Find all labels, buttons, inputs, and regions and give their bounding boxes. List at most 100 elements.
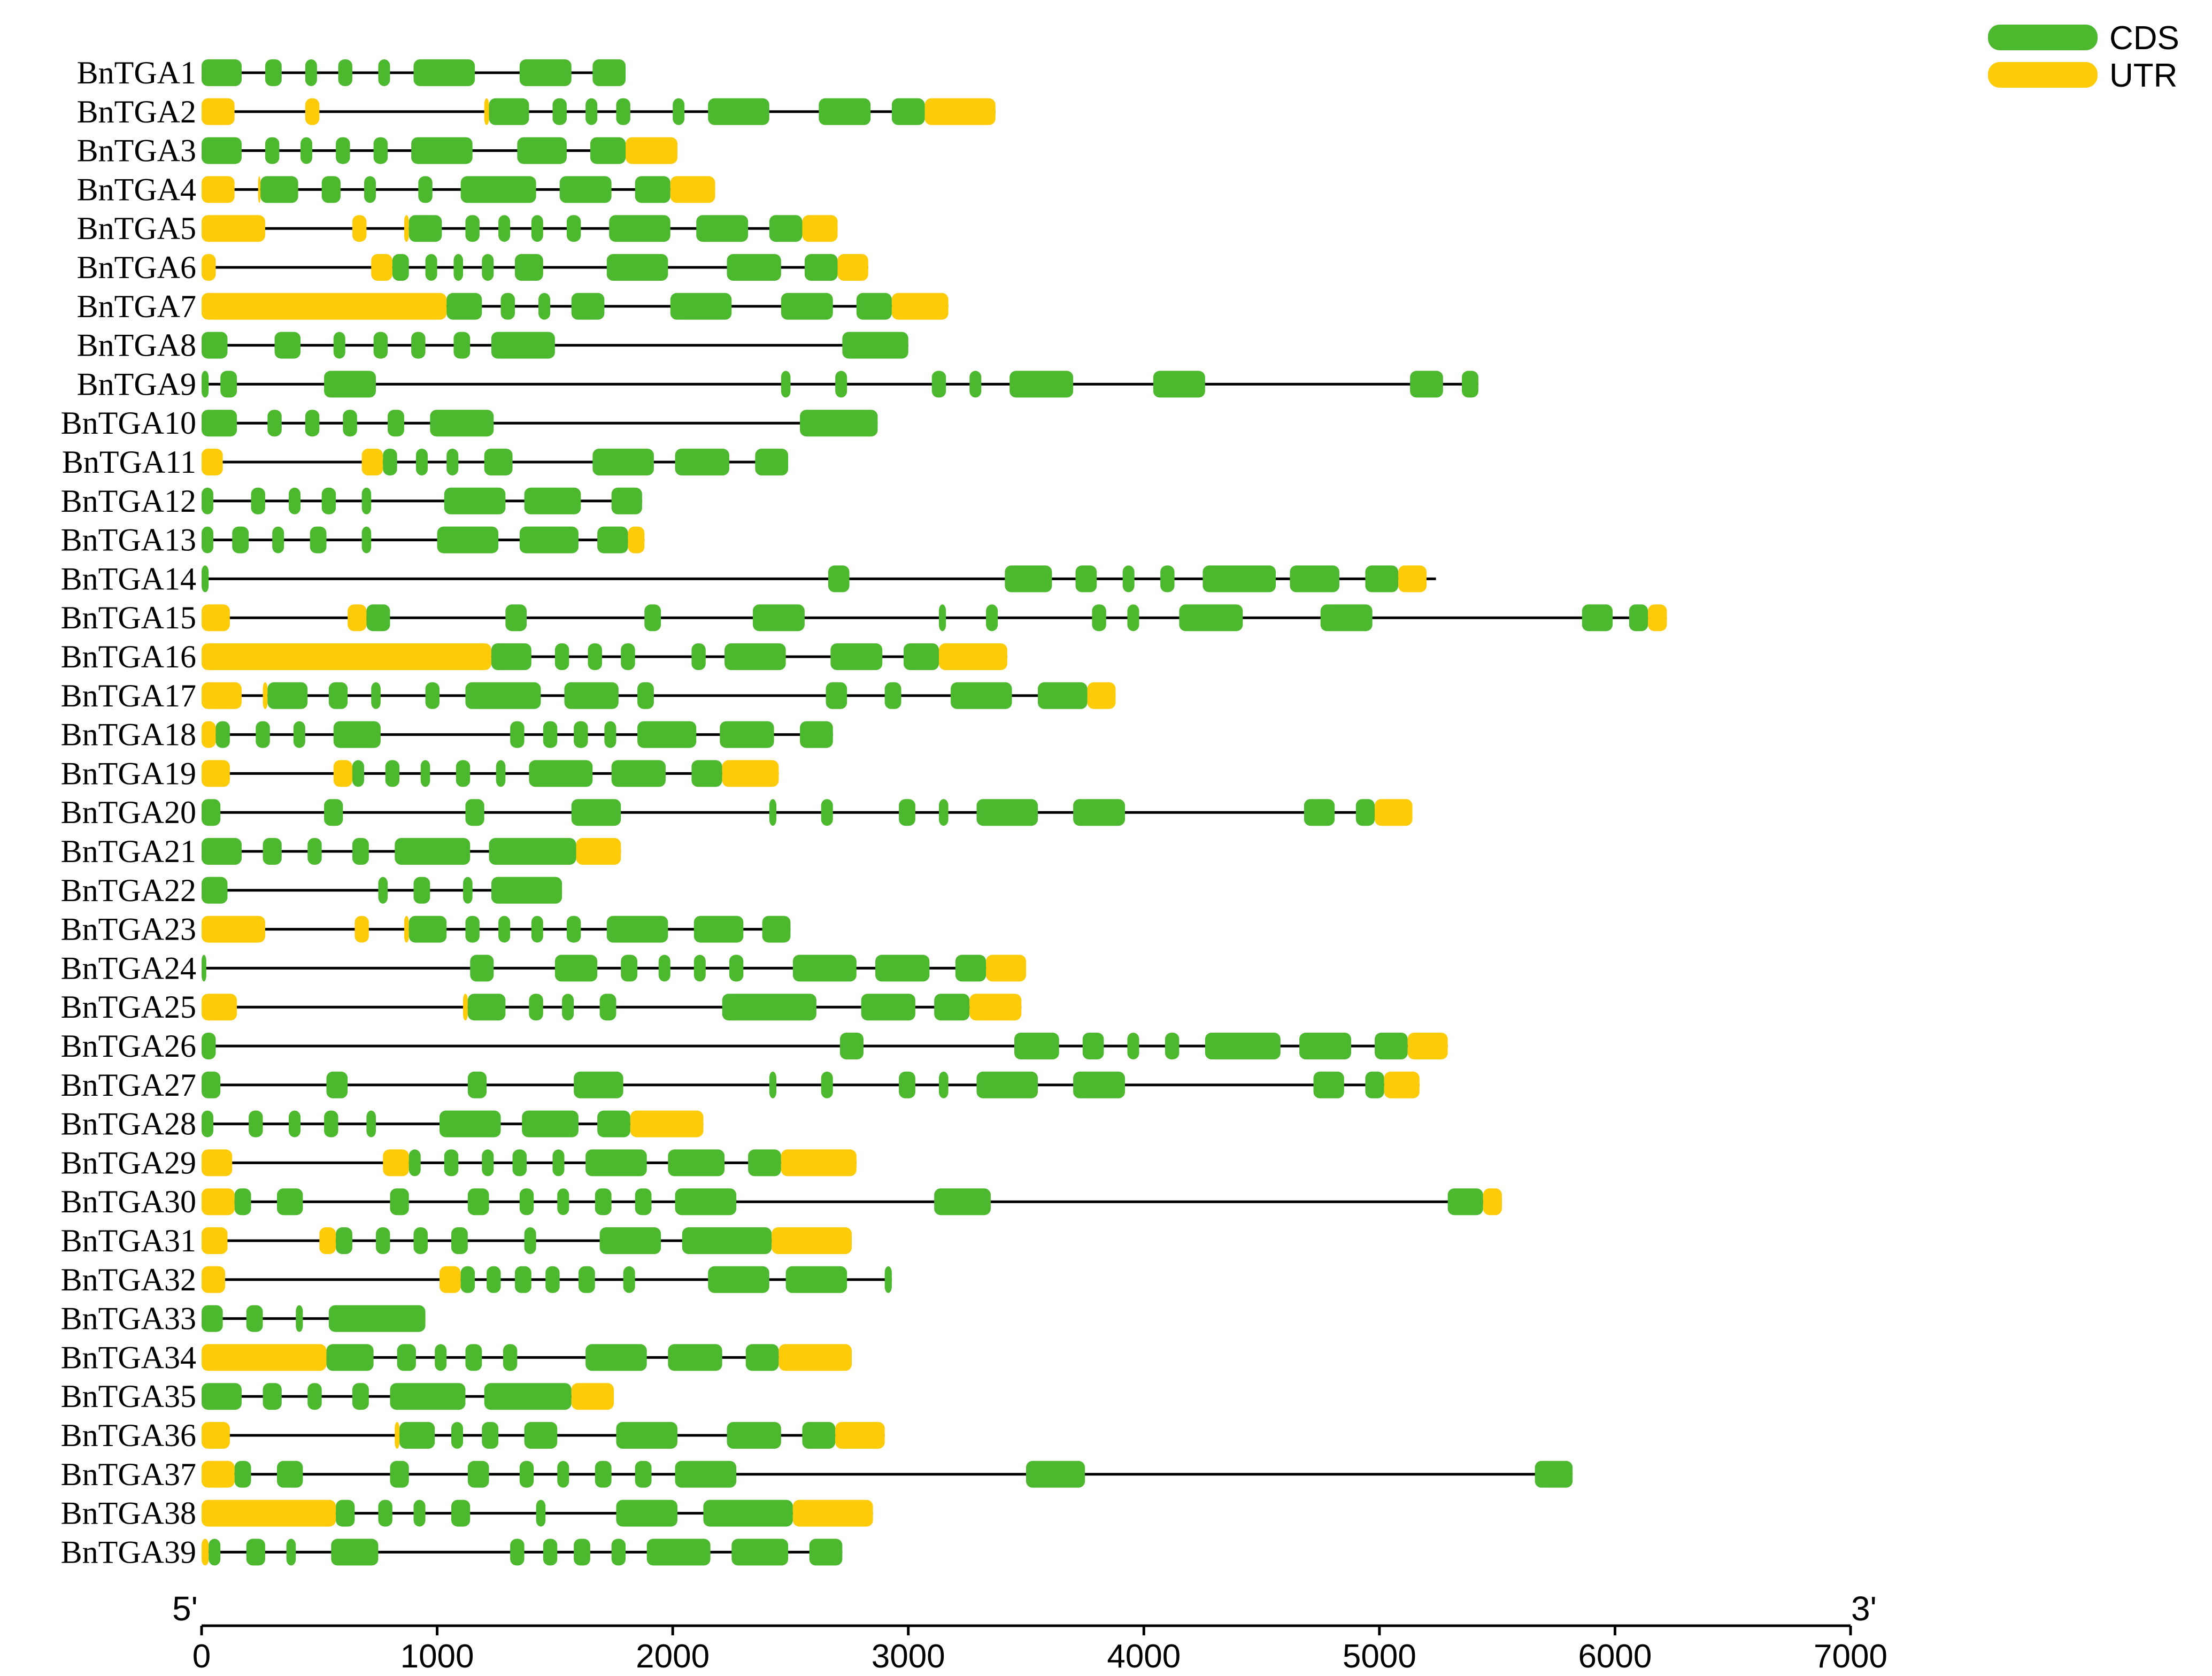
- cds-exon: [673, 98, 685, 125]
- cds-exon: [599, 994, 616, 1021]
- cds-exon: [256, 721, 270, 748]
- gene-row: BnTGA37: [61, 1457, 1573, 1492]
- gene-label: BnTGA34: [61, 1340, 196, 1375]
- cds-exon: [562, 994, 574, 1021]
- cds-exon: [310, 526, 327, 553]
- cds-exon: [703, 1500, 793, 1527]
- cds-exon: [305, 59, 317, 86]
- utr-region: [202, 760, 230, 787]
- cds-exon: [616, 98, 630, 125]
- utr-region: [202, 1460, 235, 1488]
- cds-exon: [566, 916, 581, 943]
- cds-exon: [413, 59, 475, 86]
- cds-exon: [267, 682, 308, 709]
- cds-exon: [234, 1460, 251, 1488]
- cds-exon: [451, 1500, 471, 1527]
- gene-label: BnTGA13: [61, 522, 196, 558]
- cds-exon: [482, 1422, 499, 1449]
- gene-row: BnTGA22: [61, 873, 562, 908]
- cds-exon: [976, 799, 1038, 826]
- cds-exon: [491, 877, 562, 904]
- cds-exon: [828, 565, 850, 593]
- utr-region: [1375, 799, 1413, 826]
- cds-exon: [986, 604, 998, 632]
- cds-exon: [800, 410, 878, 437]
- cds-exon: [465, 682, 541, 709]
- cds-exon: [519, 1188, 534, 1216]
- cds-exon: [696, 215, 749, 242]
- cds-exon: [903, 643, 939, 670]
- cds-exon: [331, 1539, 379, 1566]
- cds-exon: [321, 487, 336, 514]
- cds-exon: [444, 1149, 459, 1177]
- gene-label: BnTGA28: [61, 1106, 196, 1142]
- cds-exon: [554, 643, 569, 670]
- cds-exon: [595, 1188, 612, 1216]
- cds-exon: [366, 604, 390, 632]
- cds-exon: [1320, 604, 1373, 632]
- x-tick-label: 7000: [1814, 1638, 1887, 1675]
- utr-region: [1398, 565, 1427, 593]
- x-tick-label: 2000: [636, 1638, 710, 1675]
- cds-exon: [373, 332, 388, 359]
- cds-exon: [366, 1110, 376, 1137]
- cds-exon: [1299, 1033, 1351, 1059]
- gene-label: BnTGA33: [61, 1301, 196, 1336]
- cds-exon: [397, 1344, 416, 1371]
- cds-exon: [668, 1149, 725, 1177]
- cds-exon: [693, 955, 706, 982]
- gene-label: BnTGA2: [77, 94, 196, 129]
- utr-region: [630, 1110, 704, 1137]
- utr-region: [835, 1422, 885, 1449]
- cds-exon: [564, 682, 619, 709]
- cds-exon: [220, 371, 237, 398]
- cds-exon: [637, 682, 654, 709]
- cds-exon: [465, 916, 480, 943]
- gene-row: BnTGA25: [61, 989, 1022, 1025]
- gene-label: BnTGA14: [61, 561, 196, 596]
- cds-exon: [691, 643, 706, 670]
- gene-row: BnTGA20: [61, 795, 1413, 830]
- cds-exon: [1355, 799, 1375, 826]
- cds-exon: [333, 332, 345, 359]
- cds-exon: [336, 137, 350, 164]
- cds-exon: [800, 721, 833, 748]
- cds-exon: [891, 98, 925, 125]
- cds-exon: [392, 254, 409, 281]
- cds-exon: [491, 332, 555, 359]
- cds-exon: [611, 1539, 626, 1566]
- utr-region: [837, 254, 868, 281]
- cds-exon: [804, 254, 838, 281]
- gene-row: BnTGA13: [61, 522, 645, 558]
- utr-region: [1483, 1188, 1502, 1216]
- cds-exon: [592, 449, 654, 475]
- gene-label: BnTGA37: [61, 1457, 196, 1492]
- utr-region: [202, 254, 216, 281]
- cds-exon: [437, 526, 499, 553]
- cds-exon: [668, 1344, 722, 1371]
- cds-exon: [305, 410, 320, 437]
- cds-exon: [1313, 1071, 1344, 1098]
- cds-exon: [875, 955, 930, 982]
- cds-exon: [484, 449, 513, 475]
- cds-exon: [552, 98, 567, 125]
- cds-exon: [1447, 1188, 1483, 1216]
- x-tick-label: 1000: [400, 1638, 474, 1675]
- utr-region: [1407, 1033, 1448, 1059]
- cds-exon: [729, 955, 744, 982]
- gene-row: BnTGA23: [61, 912, 791, 947]
- gene-label: BnTGA24: [61, 950, 196, 986]
- cds-exon: [232, 526, 249, 553]
- cds-exon: [899, 1071, 915, 1098]
- cds-exon: [585, 1344, 647, 1371]
- cds-exon: [839, 1033, 864, 1059]
- cds-exon: [390, 1383, 466, 1410]
- cds-exon: [500, 293, 515, 320]
- cds-exon: [708, 1266, 769, 1293]
- utr-region: [202, 994, 237, 1021]
- cds-exon: [498, 916, 511, 943]
- cds-exon: [606, 254, 668, 281]
- utr-region: [202, 1422, 230, 1449]
- cds-exon: [531, 215, 543, 242]
- utr-region: [439, 1266, 461, 1293]
